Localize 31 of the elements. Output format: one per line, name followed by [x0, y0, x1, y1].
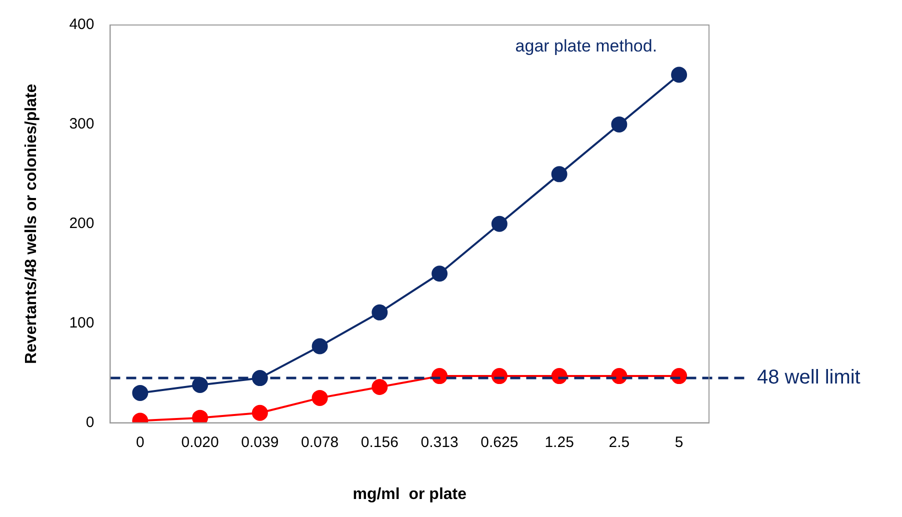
x-tick-label: 0.313	[420, 434, 458, 451]
x-tick-label: 0.078	[301, 434, 339, 451]
point	[312, 390, 328, 406]
series-label: agar plate method.	[515, 36, 658, 56]
point	[491, 216, 508, 232]
y-tick-label: 100	[69, 314, 94, 332]
point	[611, 116, 628, 132]
point	[432, 266, 448, 282]
point	[671, 66, 688, 83]
x-tick-label: 0	[136, 434, 144, 451]
point	[132, 384, 148, 401]
point	[312, 338, 328, 354]
x-axis-title: mg/ml or plate	[352, 486, 467, 503]
y-tick-label: 400	[69, 16, 94, 34]
x-tick-label: 0.020	[181, 434, 219, 451]
y-axis-title: Revertants/48 wells or colonies/plate	[23, 84, 40, 364]
x-tick-label: 0.625	[480, 434, 518, 451]
point	[192, 377, 208, 394]
point	[252, 404, 268, 421]
x-tick-label: 0.039	[241, 434, 279, 451]
point	[372, 304, 388, 320]
x-tick-label: 1.25	[544, 434, 574, 451]
x-tick-label: 0.156	[360, 434, 398, 451]
x-tick-label: 2.5	[608, 434, 630, 451]
y-tick-label: 0	[86, 414, 94, 431]
ref-line-label: 48 well limit	[757, 366, 861, 389]
y-tick-label: 300	[69, 116, 94, 133]
y-tick-label: 200	[69, 215, 94, 232]
point	[372, 379, 388, 395]
x-tick-label: 5	[674, 434, 684, 451]
point	[551, 166, 568, 182]
